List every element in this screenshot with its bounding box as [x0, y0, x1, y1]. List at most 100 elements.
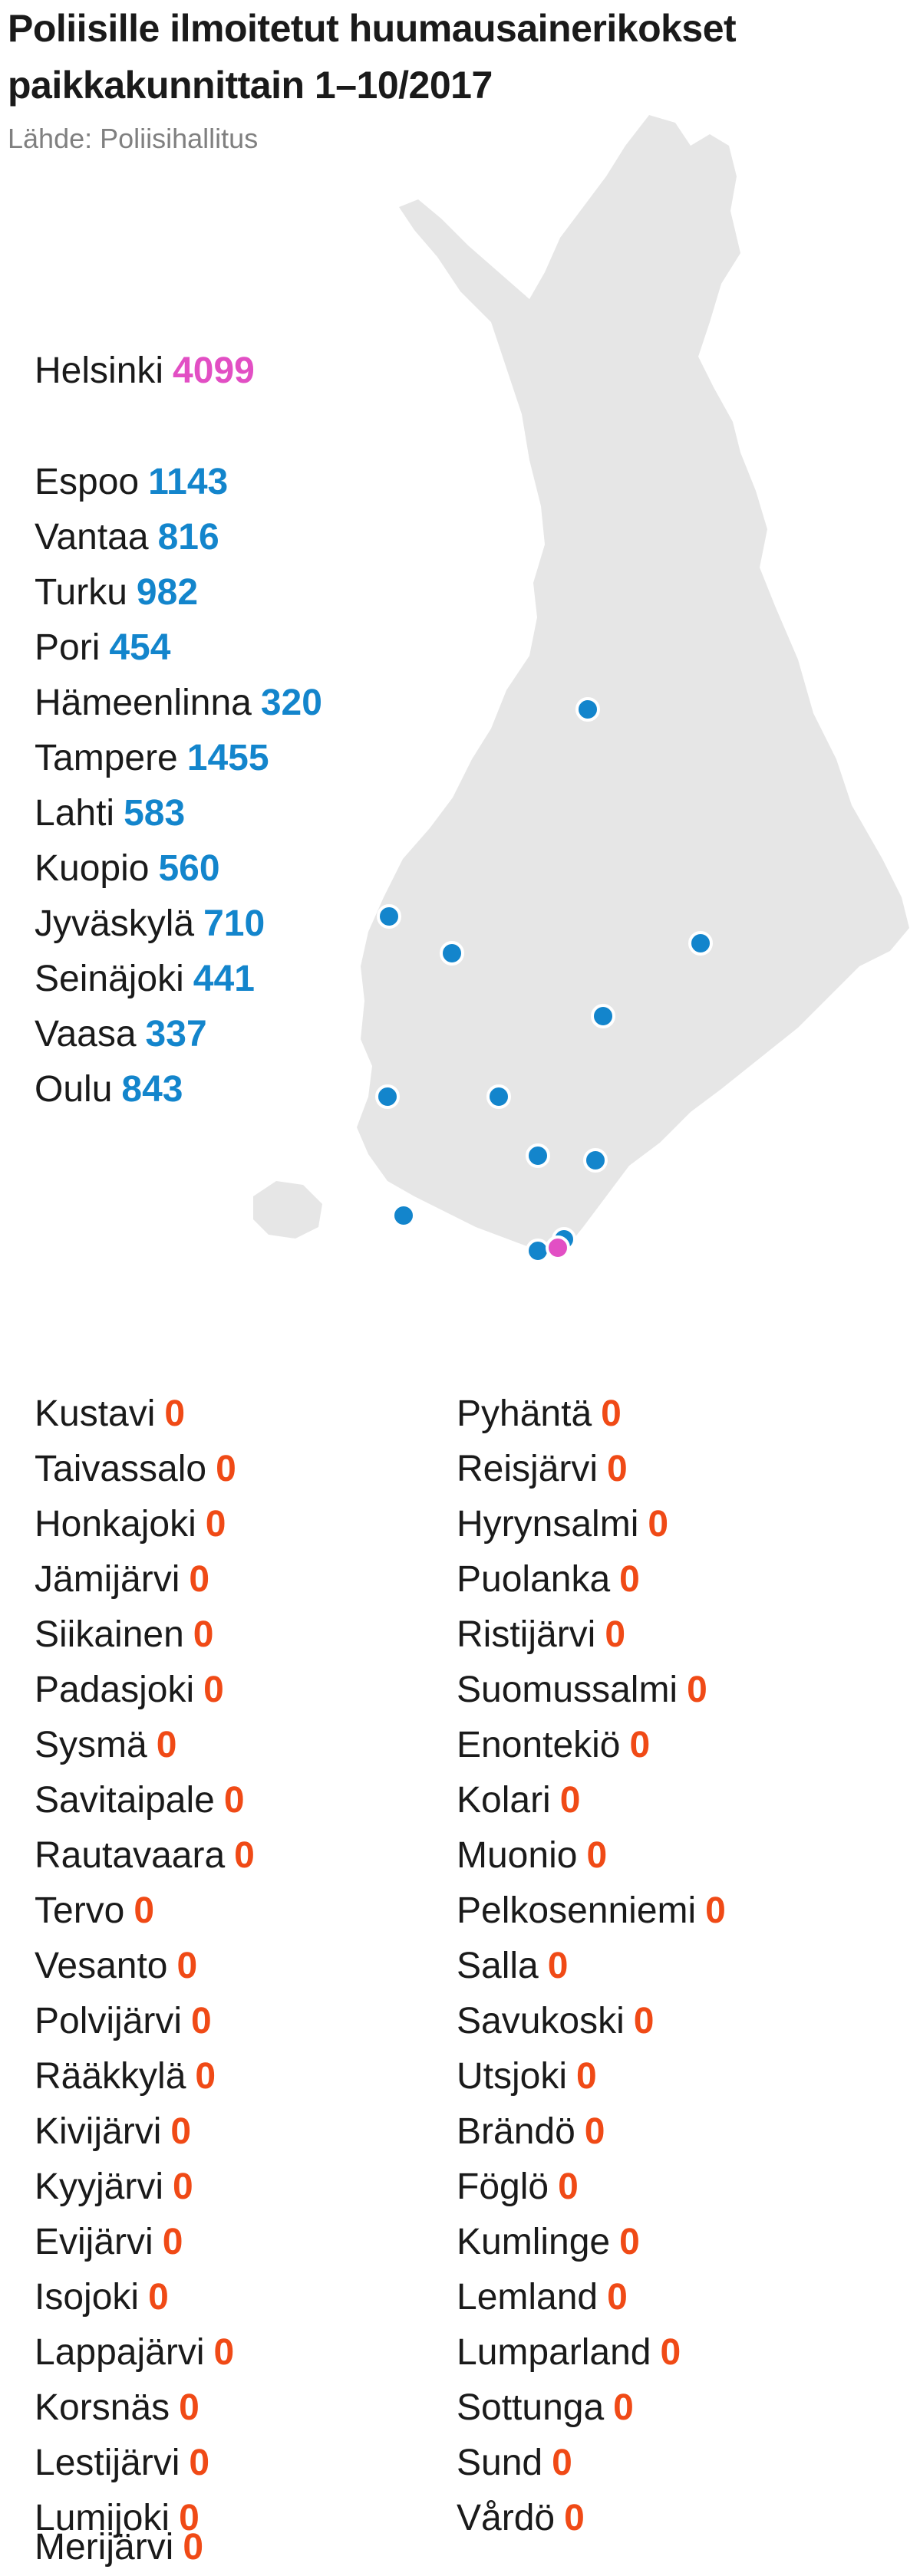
municipality-value: 0 [148, 2277, 169, 2318]
zero-municipality: Savukoski 0 [457, 1999, 654, 2044]
city-label: Vaasa 337 [35, 1012, 207, 1057]
municipality-name: Padasjoki [35, 1670, 195, 1710]
municipality-name: Kumlinge [457, 2222, 611, 2262]
title-line-1: Poliisille ilmoitetut huumausainerikokse… [8, 7, 737, 50]
zero-municipality: Polvijärvi 0 [35, 1999, 212, 2044]
zero-municipality: Brändö 0 [457, 2110, 605, 2154]
zero-municipality: Merijärvi 0 [35, 2525, 203, 2570]
municipality-value: 0 [213, 2332, 235, 2373]
municipality-name: Muonio [457, 1835, 578, 1876]
city-name: Lahti [35, 793, 115, 834]
city-label: Pori 454 [35, 626, 170, 670]
municipality-value: 0 [552, 2443, 572, 2483]
municipality-value: 0 [558, 2166, 579, 2207]
city-name: Jyväskylä [35, 903, 195, 944]
municipality-name: Ristijärvi [457, 1614, 596, 1655]
municipality-name: Sysmä [35, 1725, 147, 1765]
city-name: Turku [35, 572, 127, 613]
municipality-value: 0 [564, 2498, 585, 2538]
city-value: 454 [109, 627, 171, 668]
municipality-name: Evijärvi [35, 2222, 153, 2262]
municipality-value: 0 [176, 1946, 198, 1986]
land-silhouette [253, 115, 909, 1250]
municipality-name: Lemland [457, 2277, 598, 2318]
municipality-value: 0 [164, 1393, 186, 1434]
municipality-value: 0 [189, 2443, 210, 2483]
municipality-name: Pyhäntä [457, 1393, 592, 1434]
municipality-value: 0 [601, 1393, 622, 1434]
city-label: Vantaa 816 [35, 515, 219, 560]
city-label: Espoo 1143 [35, 460, 228, 505]
zero-municipality: Taivassalo 0 [35, 1447, 236, 1492]
municipality-value: 0 [607, 1449, 628, 1489]
marker-oulu [575, 697, 600, 722]
city-label: Hämeenlinna 320 [35, 681, 322, 725]
municipality-name: Vårdö [457, 2498, 556, 2538]
municipality-value: 0 [687, 1670, 707, 1710]
zero-municipality: Rautavaara 0 [35, 1834, 255, 1878]
zero-municipality: Föglö 0 [457, 2165, 579, 2209]
zero-municipality: Utsjoki 0 [457, 2055, 597, 2099]
municipality-value: 0 [633, 2001, 655, 2041]
marker-vaasa [377, 904, 401, 929]
municipality-name: Sund [457, 2443, 543, 2483]
municipality-name: Savitaipale [35, 1780, 215, 1821]
city-label: Kuopio 560 [35, 847, 220, 891]
municipality-name: Puolanka [457, 1559, 611, 1600]
municipality-value: 0 [559, 1780, 581, 1821]
municipality-name: Lumijoki [35, 2498, 170, 2538]
municipality-value: 0 [183, 2527, 204, 2568]
zero-municipality: Kumlinge 0 [457, 2220, 640, 2265]
city-label: Seinäjoki 441 [35, 957, 255, 1002]
municipality-value: 0 [205, 1504, 226, 1545]
municipality-name: Jämijärvi [35, 1559, 180, 1600]
municipality-name: Kyyjärvi [35, 2166, 164, 2207]
zero-municipality: Lumparland 0 [457, 2331, 681, 2375]
municipality-value: 0 [234, 1835, 255, 1876]
municipality-name: Savukoski [457, 2001, 625, 2041]
zero-municipality: Rääkkylä 0 [35, 2055, 216, 2099]
highlight-city-label: Helsinki 4099 [35, 349, 255, 393]
zero-municipality: Pyhäntä 0 [457, 1392, 622, 1436]
municipality-value: 0 [613, 2387, 634, 2428]
city-value: 320 [260, 683, 322, 723]
marker-pori [375, 1084, 400, 1109]
municipality-name: Taivassalo [35, 1449, 207, 1489]
municipality-value: 0 [705, 1890, 726, 1931]
zero-municipality: Enontekiö 0 [457, 1723, 650, 1768]
city-label: Oulu 843 [35, 1068, 183, 1112]
marker-kuopio [688, 931, 713, 956]
city-value: 4099 [173, 350, 255, 391]
municipality-value: 0 [191, 2001, 212, 2041]
zero-municipality: Kivijärvi 0 [35, 2110, 191, 2154]
city-value: 1455 [186, 738, 269, 778]
city-value: 710 [203, 903, 265, 944]
zero-municipality: Evijärvi 0 [35, 2220, 183, 2265]
municipality-name: Suomussalmi [457, 1670, 678, 1710]
finland-map [253, 115, 909, 1263]
zero-municipality: Lemland 0 [457, 2275, 628, 2320]
zero-municipality: Vårdö 0 [457, 2496, 585, 2541]
municipality-value: 0 [179, 2498, 199, 2538]
municipality-value: 0 [173, 2166, 193, 2207]
city-value: 1143 [148, 462, 229, 502]
municipality-name: Rääkkylä [35, 2056, 186, 2097]
city-label: Turku 982 [35, 571, 198, 615]
zero-municipality: Vesanto 0 [35, 1944, 197, 1989]
zero-municipality: Isojoki 0 [35, 2275, 169, 2320]
city-name: Oulu [35, 1069, 113, 1110]
zero-municipality: Kolari 0 [457, 1778, 580, 1823]
municipality-value: 0 [619, 2222, 640, 2262]
city-label: Tampere 1455 [35, 736, 269, 781]
city-value: 816 [157, 517, 219, 558]
marker-hameenlinna [526, 1143, 550, 1168]
municipality-name: Kivijärvi [35, 2111, 162, 2152]
zero-municipality: Muonio 0 [457, 1834, 607, 1878]
marker-jyvaskyla [591, 1004, 615, 1028]
marker-espoo [526, 1239, 550, 1263]
city-name: Espoo [35, 462, 140, 502]
municipality-name: Utsjoki [457, 2056, 568, 2097]
city-name: Hämeenlinna [35, 683, 252, 723]
municipality-value: 0 [584, 2111, 605, 2152]
city-value: 560 [158, 848, 220, 889]
